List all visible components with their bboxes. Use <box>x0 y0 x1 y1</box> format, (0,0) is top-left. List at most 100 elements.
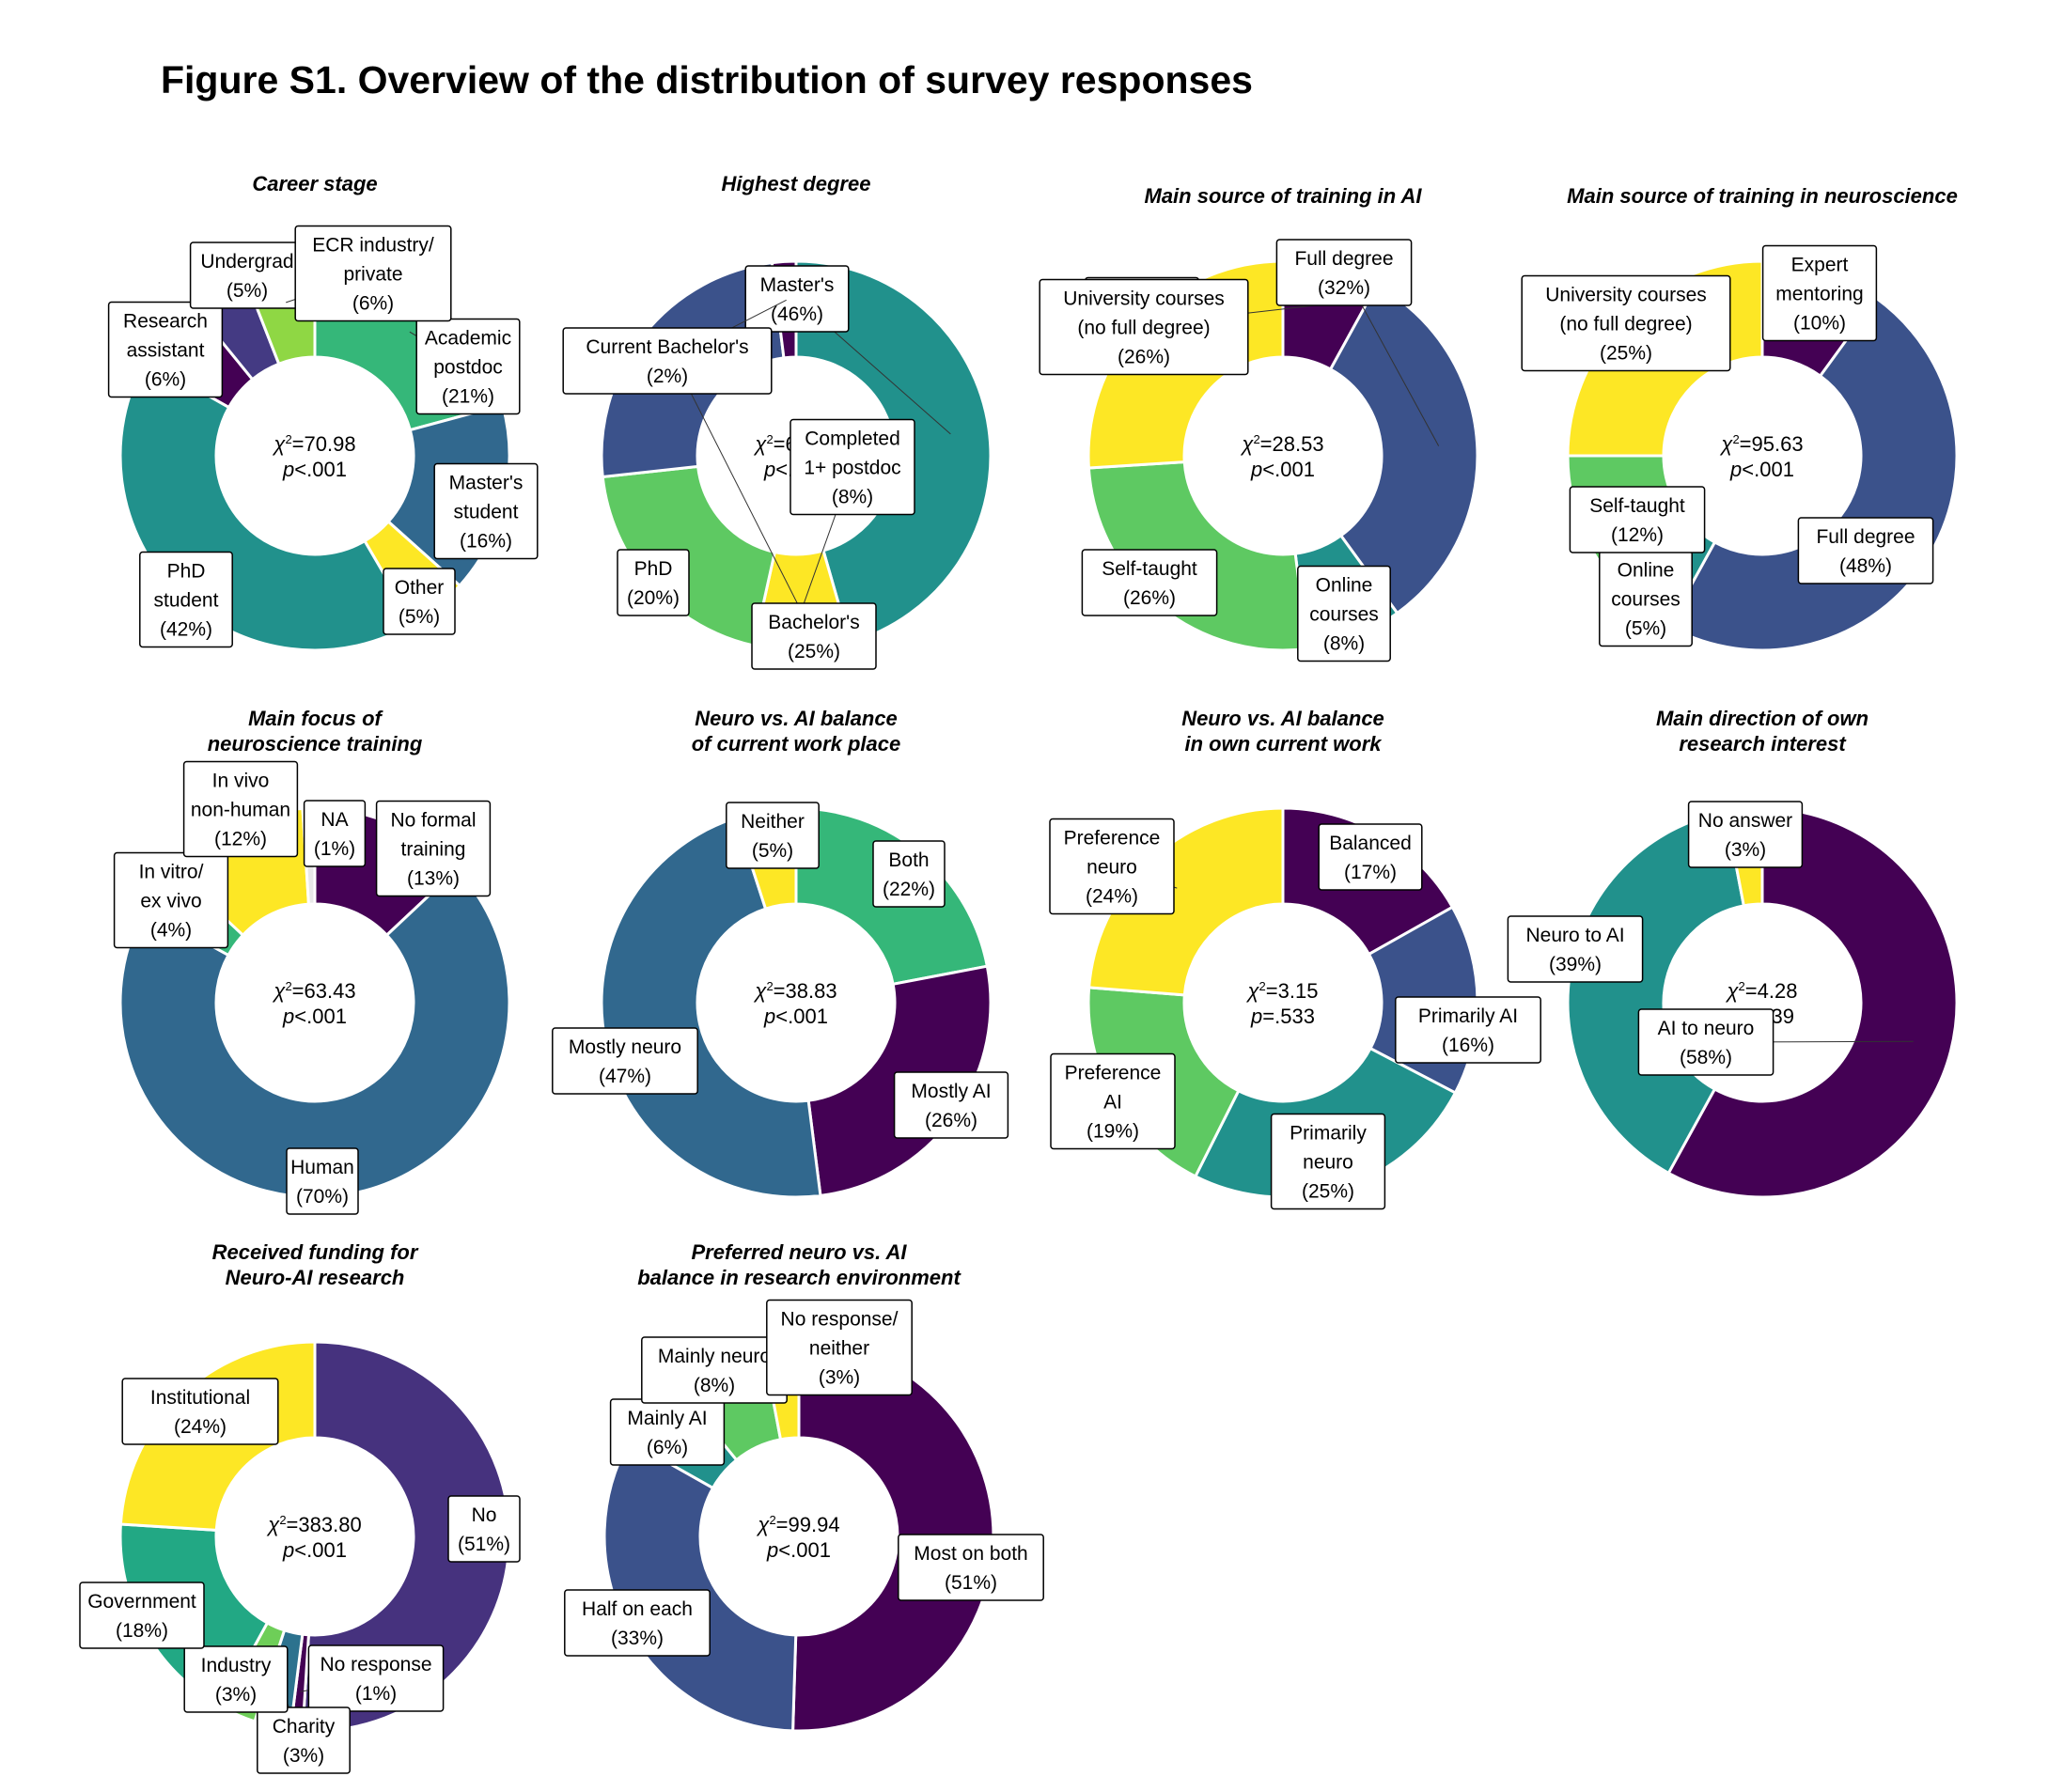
chart-title: Main source of training in neuroscience <box>1567 184 1958 208</box>
slice-label: Master's <box>760 274 835 296</box>
slice-label: Other <box>395 577 445 599</box>
p-value: p<.001 <box>1250 458 1315 481</box>
slice-label: No <box>472 1504 497 1526</box>
slice-label: PhD <box>167 561 206 583</box>
slice-label-box <box>447 1495 521 1563</box>
chi-square-stat: χ2=99.94 <box>756 1513 839 1536</box>
slice-percent: (33%) <box>611 1628 664 1649</box>
slice-percent: (24%) <box>1086 886 1138 908</box>
slice-label: Full degree <box>1294 248 1393 270</box>
slice-label-box <box>1637 1008 1774 1076</box>
slice-label: No response/ <box>781 1309 899 1331</box>
slice-label: (no full degree) <box>1077 318 1210 339</box>
p-value: p<.001 <box>766 1538 831 1562</box>
slice-label: Preference <box>1064 828 1161 849</box>
slice-label-box <box>1395 996 1541 1064</box>
slice-label: In vivo <box>212 771 270 792</box>
slice-label: (no full degree) <box>1559 314 1692 335</box>
slice-percent: (3%) <box>215 1684 257 1706</box>
slice-label-box <box>1569 486 1706 553</box>
chi-square-stat: χ2=95.63 <box>1719 432 1803 456</box>
slice-percent: (22%) <box>883 879 935 900</box>
slice-percent: (8%) <box>832 487 873 508</box>
slice-percent: (42%) <box>160 619 212 641</box>
slice-label: Neither <box>741 811 805 833</box>
slice-label: Human <box>290 1157 354 1178</box>
slice-percent: (48%) <box>1839 555 1892 577</box>
slice-label: ex vivo <box>140 891 201 912</box>
slice-label: Primarily <box>1290 1123 1367 1145</box>
slice-label: courses <box>1611 589 1681 611</box>
slice-label: Mainly AI <box>627 1408 707 1429</box>
p-value: p<.001 <box>1729 458 1794 481</box>
slice-label: non-human <box>191 800 290 821</box>
slice-percent: (17%) <box>1344 862 1397 883</box>
slice-percent: (4%) <box>150 920 192 942</box>
slice-label: Mostly neuro <box>569 1036 681 1058</box>
slice-label-box <box>1797 517 1934 584</box>
slice-percent: (6%) <box>647 1437 688 1458</box>
slice-label: neuro <box>1303 1152 1353 1174</box>
slice-percent: (21%) <box>442 386 494 408</box>
slice-label-box <box>307 1644 445 1712</box>
chart-title: Main focus of <box>248 707 383 730</box>
slice-label-box <box>1761 244 1878 342</box>
slice-label: Self-taught <box>1102 558 1197 580</box>
slice-label: Mostly AI <box>911 1081 991 1102</box>
slice-percent: (12%) <box>214 829 267 850</box>
p-value: p<.001 <box>282 1538 347 1562</box>
slice-percent: (6%) <box>145 369 186 391</box>
slice-label: student <box>154 590 219 612</box>
donut-slice <box>1328 283 1479 616</box>
slice-label-box <box>286 1147 359 1215</box>
slice-label-box <box>1507 915 1644 983</box>
slice-label: Bachelor's <box>768 612 859 633</box>
slice-label: Expert <box>1791 255 1849 276</box>
slice-label-box <box>1049 818 1175 915</box>
slice-label-box <box>1270 1113 1386 1210</box>
p-value: p<.001 <box>282 458 347 481</box>
slice-percent: (16%) <box>460 531 512 553</box>
slice-percent: (1%) <box>314 838 355 860</box>
chi-square-stat: χ2=3.15 <box>1246 979 1319 1003</box>
slice-label-box <box>751 602 877 670</box>
slice-label-box <box>1039 278 1249 376</box>
chart-title: Highest degree <box>722 172 871 195</box>
slice-percent: (58%) <box>1680 1047 1732 1068</box>
slice-label-box <box>1318 823 1423 891</box>
chart-title: Neuro vs. AI balance <box>695 707 898 730</box>
slice-percent: (3%) <box>1725 839 1766 861</box>
slice-percent: (70%) <box>296 1186 349 1208</box>
slice-label: postdoc <box>433 357 503 379</box>
slice-label-box <box>139 551 233 648</box>
slice-label: Full degree <box>1816 526 1915 548</box>
chi-square-stat: χ2=28.53 <box>1240 432 1323 456</box>
chi-square-stat: χ2=38.83 <box>753 979 836 1003</box>
slice-label: courses <box>1309 604 1379 626</box>
slice-label-box <box>789 418 915 516</box>
slice-label: Master's <box>449 473 524 494</box>
donut-slice <box>600 816 822 1199</box>
p-value: p=.533 <box>1250 1005 1315 1028</box>
slice-label: Undergrad <box>200 251 293 273</box>
slice-label-box <box>375 800 492 897</box>
slice-label-box <box>1050 1052 1176 1150</box>
slice-label: neuro <box>1087 857 1137 879</box>
p-value: p<.001 <box>282 1005 347 1028</box>
slice-label: Balanced <box>1329 833 1412 854</box>
slice-label: Government <box>87 1591 196 1613</box>
chart-title: in own current work <box>1184 732 1383 756</box>
slice-percent: (8%) <box>1323 633 1365 655</box>
slice-label: Most on both <box>914 1543 1027 1565</box>
chart-title: Main direction of own <box>1656 707 1868 730</box>
donut-slice <box>301 1340 511 1733</box>
slice-label: mentoring <box>1775 284 1863 305</box>
donut-slice <box>602 1439 798 1733</box>
slice-percent: (32%) <box>1318 277 1370 299</box>
chart-title: Neuro vs. AI balance <box>1181 707 1384 730</box>
slice-label-box <box>415 318 521 415</box>
chart-title: of current work place <box>692 732 901 756</box>
